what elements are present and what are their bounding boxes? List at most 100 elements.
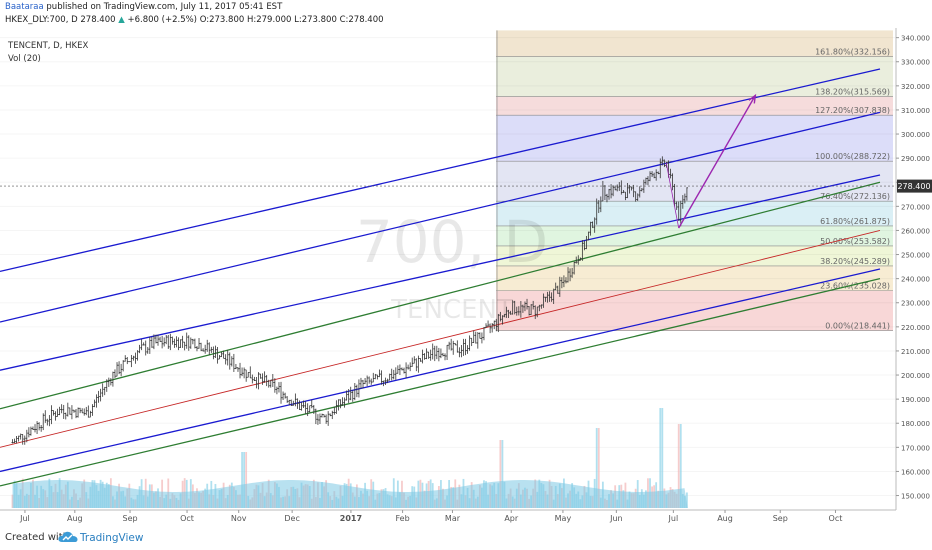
channel-line-blue	[0, 268, 881, 473]
watermark-symbol: 700, D	[356, 208, 548, 276]
x-tick-label: Aug	[67, 514, 83, 523]
last-value: 278.400	[80, 15, 116, 25]
close-value: 278.400	[348, 15, 384, 25]
volume-bar	[679, 424, 682, 508]
volume-bar	[661, 408, 664, 508]
x-axis[interactable]: Jul Aug Sep Oct Nov Dec 2017 Feb Mar Apr May Jun Jul…	[19, 510, 842, 523]
chart-title: TENCENT, D, HKEX	[7, 41, 88, 51]
swing-leg	[665, 162, 680, 229]
fib-level-label: 138.20%(315.569)	[815, 88, 890, 97]
x-tick-label: Dec	[284, 514, 299, 523]
fib-level-label: 100.00%(288.722)	[815, 152, 890, 161]
y-tick-label: 310.000	[901, 107, 930, 115]
fib-level-label: 76.40%(272.136)	[820, 192, 890, 201]
trend-channels	[0, 68, 881, 487]
channel-line-blue	[0, 111, 881, 323]
y-tick-label: 260.000	[901, 227, 930, 235]
x-tick-label: Jul	[668, 514, 679, 523]
projection-arrow	[665, 93, 757, 229]
x-tick-label: 2017	[340, 514, 362, 523]
fibonacci-extension: 0.00%(218.441) 23.60%(235.028) 38.20%(245.…	[496, 30, 893, 331]
x-tick-label: Jun	[609, 514, 623, 523]
fib-band	[496, 225, 893, 246]
y-tick-label: 230.000	[901, 300, 930, 308]
created-with-text: Created with	[5, 532, 69, 543]
volume-bar	[501, 440, 504, 508]
y-tick-label: 210.000	[901, 348, 930, 356]
volume-histogram	[11, 408, 688, 508]
high-value: 279.000	[256, 15, 292, 25]
projection-arrow-head	[748, 93, 757, 104]
last-price-value: 278.400	[897, 182, 930, 191]
channel-line-blue	[0, 174, 881, 371]
volume-bar	[595, 428, 598, 508]
x-tick-label: Aug	[717, 514, 733, 523]
fib-level-label: 0.00%(218.441)	[825, 322, 890, 331]
x-tick-label: Feb	[396, 514, 410, 523]
publisher-line: Baataraa published on TradingView.com, J…	[5, 2, 282, 12]
fib-level-label: 161.80%(332.156)	[815, 48, 890, 57]
high-label: H:	[246, 15, 257, 25]
up-triangle-icon: ▲	[118, 15, 125, 25]
grid	[0, 37, 896, 497]
x-tick-label: Sep	[773, 514, 788, 523]
volume-bar	[686, 492, 688, 508]
channel-line-red	[0, 230, 881, 448]
channel-line-blue	[0, 68, 881, 273]
fib-band	[496, 290, 893, 331]
fib-band	[496, 201, 893, 226]
open-label: O:	[199, 15, 210, 25]
x-tick-label: Jul	[19, 514, 30, 523]
y-tick-label: 190.000	[901, 396, 930, 404]
fib-level-label: 38.20%(245.289)	[820, 257, 890, 266]
x-tick-label: Nov	[231, 514, 247, 523]
fib-band	[496, 161, 893, 202]
y-tick-label: 180.000	[901, 420, 930, 428]
x-tick-label: Sep	[123, 514, 138, 523]
ohlc-line: HKEX_DLY:700, D 278.400 ▲ +6.800 (+2.5%)…	[5, 15, 384, 25]
chart-header: Baataraa published on TradingView.com, J…	[0, 0, 932, 28]
y-tick-label: 270.000	[901, 203, 930, 211]
y-tick-label: 200.000	[901, 372, 930, 380]
volume-ma-area	[12, 480, 688, 508]
y-tick-label: 150.000	[901, 493, 930, 501]
price-bars	[11, 156, 688, 445]
volume-bar	[499, 440, 502, 508]
fib-band	[496, 56, 893, 97]
tradingview-brand[interactable]: TradingView	[80, 532, 144, 544]
fib-level-label: 23.60%(235.028)	[820, 282, 890, 291]
author-link[interactable]: Baataraa	[5, 2, 44, 12]
y-axis[interactable]: 150.000 160.000 170.000 180.000 190.000 200.0…	[896, 35, 930, 501]
y-tick-label: 160.000	[901, 468, 930, 476]
footer: Created with TradingView	[0, 527, 932, 550]
fib-level-label: 61.80%(261.875)	[820, 217, 890, 226]
y-tick-label: 240.000	[901, 276, 930, 284]
fib-left-edge	[496, 30, 498, 331]
fib-level-label: 50.00%(253.582)	[820, 237, 890, 246]
y-tick-label: 250.000	[901, 252, 930, 260]
fib-band	[496, 245, 893, 266]
x-tick-label: Oct	[829, 514, 843, 523]
symbol-label: HKEX_DLY:700, D	[5, 15, 78, 25]
y-tick-label: 170.000	[901, 444, 930, 452]
tradingview-cloud-icon[interactable]	[58, 530, 78, 544]
x-tick-label: Mar	[445, 514, 461, 523]
y-tick-label: 220.000	[901, 324, 930, 332]
change-value: +6.800 (+2.5%)	[127, 15, 197, 25]
y-tick-label: 290.000	[901, 155, 930, 163]
fib-level-label: 127.20%(307.838)	[815, 106, 890, 115]
y-tick-label: 300.000	[901, 131, 930, 139]
open-value: 273.800	[209, 15, 245, 25]
volume-bar	[245, 452, 248, 508]
volume-bar	[597, 428, 600, 508]
volume-bar	[241, 452, 243, 508]
volume-bar	[11, 494, 14, 508]
volume-bar	[677, 424, 680, 508]
channel-line-green	[0, 181, 881, 410]
volume-bar	[243, 452, 246, 508]
y-axis-background	[896, 28, 932, 527]
y-tick-label: 330.000	[901, 59, 930, 67]
volume-bar	[659, 408, 662, 508]
y-tick-label: 320.000	[901, 83, 930, 91]
